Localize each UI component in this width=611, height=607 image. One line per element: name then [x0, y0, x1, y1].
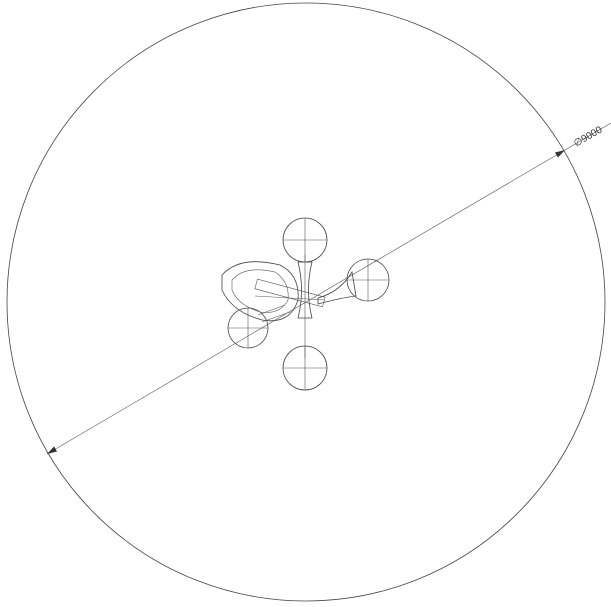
equipment: [221, 217, 390, 391]
dimension-line: [305, 149, 566, 303]
dimension-line: [46, 301, 307, 455]
dimension-extension: [564, 122, 611, 151]
dimension-label: ∅9000: [572, 124, 605, 149]
boundary-circle: [6, 2, 606, 602]
